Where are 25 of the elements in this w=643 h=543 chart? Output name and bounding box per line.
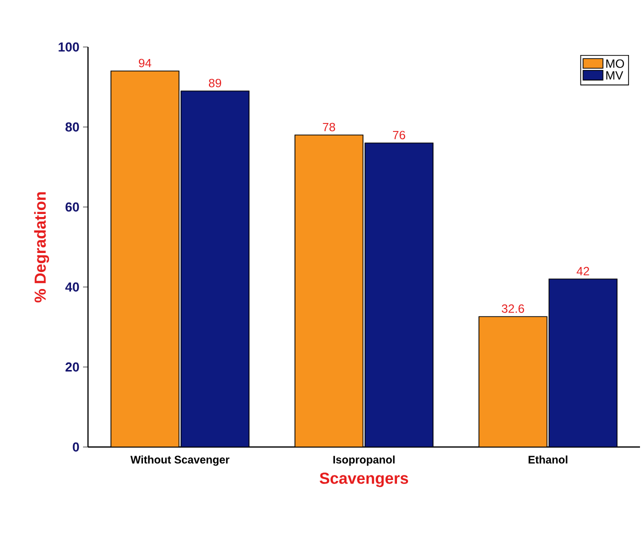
bar [548, 278, 618, 447]
x-tick-label: Ethanol [528, 456, 568, 464]
y-tick-label: 60 [66, 202, 79, 212]
x-tick-label: Without Scavenger [130, 456, 230, 466]
y-tick-label: 0 [72, 442, 79, 452]
data-label: 42 [576, 266, 590, 276]
bar [110, 70, 180, 447]
data-label: 94 [138, 58, 152, 68]
x-tick-label: Isopropanol [333, 456, 395, 466]
y-tick-label: 100 [58, 42, 79, 52]
y-tick-label: 80 [66, 122, 79, 132]
data-label: 89 [208, 78, 222, 88]
x-axis-title: Scavengers [320, 472, 408, 488]
y-axis-title: % Degradation [34, 192, 50, 302]
bar [294, 134, 364, 447]
bar [478, 316, 548, 447]
y-tick-label: 40 [65, 282, 79, 292]
bar [180, 90, 250, 447]
data-label: 32.6 [502, 304, 524, 313]
legend-label: MO [606, 59, 624, 68]
data-label: 76 [393, 130, 406, 140]
data-label: 78 [322, 122, 336, 132]
y-tick-label: 20 [66, 362, 79, 372]
legend-label: MV [606, 71, 624, 80]
bar [364, 142, 434, 447]
